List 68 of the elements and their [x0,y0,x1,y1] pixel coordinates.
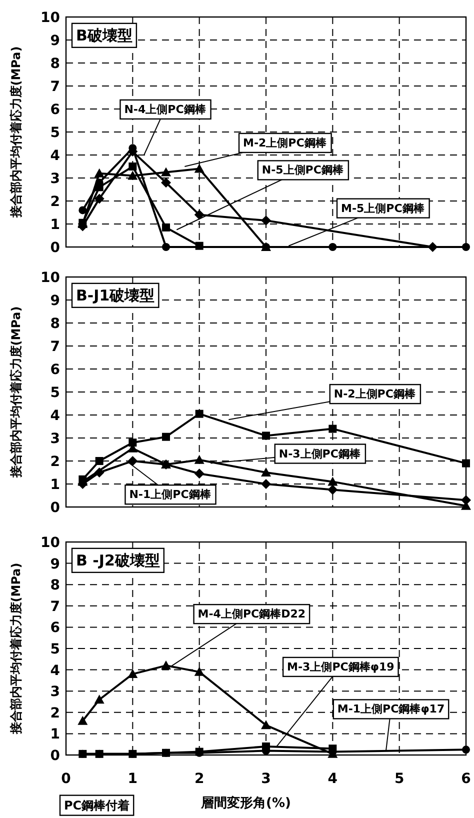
x-tick-label: 5 [394,771,404,787]
y-tick-label: 8 [50,578,60,594]
y-tick-label: 6 [50,362,60,378]
y-tick-label: 3 [50,684,60,700]
y-tick-label: 7 [50,339,60,355]
callout: N-4上側PC鋼棒 [120,99,212,120]
callout: M-4上側PC鋼棒D22 [193,604,310,624]
annotation: M-1上側PC鋼棒φ17 [337,702,445,716]
y-tick-label: 8 [50,316,60,332]
y-tick-label: 4 [50,408,60,424]
y-tick-label: 2 [50,194,60,210]
y-tick-label: 5 [50,642,60,658]
y-tick-label: 0 [50,500,60,516]
title-box: B -J2破壊型 [71,548,164,573]
y-tick-label: 2 [50,454,60,470]
callout: M-2上側PC鋼棒 [238,132,332,154]
callout: N-5上側PC鋼棒 [257,160,350,180]
x-tick-label: 6 [461,771,471,787]
y-tick-label: 1 [50,217,60,233]
y-tick-label: 5 [50,125,60,141]
callout: N-2上側PC鋼棒 [329,384,422,404]
annotation: N-4上側PC鋼棒 [124,102,207,116]
y-tick-label: 8 [50,56,60,72]
annotation: M-2上側PC鋼棒 [243,136,328,150]
y-tick-label: 9 [50,556,60,572]
annotation: N-3上側PC鋼棒 [278,447,362,460]
y-tick-label: 0 [50,240,60,256]
x-tick-label: 3 [261,771,271,787]
x-tick-label: 2 [194,771,204,787]
x-tick-label: 0 [61,771,72,787]
y-tick-label: 5 [50,385,60,401]
y-tick-label: 6 [50,620,60,636]
y-tick-label: 2 [50,705,60,722]
callout: M-5上側PC鋼棒 [336,198,430,218]
y-tick-label: 1 [50,726,60,743]
note-box: PC鋼棒付着 [59,794,134,816]
y-tick-label: 1 [50,477,60,493]
callout: N-3上側PC鋼棒 [274,444,366,464]
title-box: B破壊型 [71,22,138,48]
annotation: N-1上側PC鋼棒 [129,488,212,502]
x-tick-label: 4 [328,771,338,787]
y-tick-label: 10 [40,535,60,551]
y-tick-label: 3 [50,171,60,187]
y-tick-label: 4 [50,662,60,679]
y-tick-label: 6 [50,102,60,118]
annotation: N-5上側PC鋼棒 [262,164,344,177]
x-axis-title: 層間変形角(%) [200,795,291,811]
callout: N-1上側PC鋼棒 [124,484,216,505]
annotation: M-4上側PC鋼棒D22 [198,608,306,621]
y-tick-label: 9 [50,293,60,309]
annotation: M-5上側PC鋼棒 [341,202,426,215]
y-axis-title: 接合部内平均付着応力度(MPa) [9,562,23,736]
y-axis-title: 接合部内平均付着応力度(MPa) [9,306,23,479]
y-tick-label: 7 [50,598,60,615]
y-tick-label: 10 [40,270,60,286]
annotation: M-3上側PC鋼棒φ19 [287,660,394,674]
y-axis-title: 接合部内平均付着応力度(MPa) [9,46,23,219]
y-tick-label: 9 [50,33,60,49]
y-tick-label: 4 [50,148,60,164]
callout: M-1上側PC鋼棒φ17 [332,699,450,720]
y-tick-label: 3 [50,431,60,447]
y-tick-label: 0 [50,748,60,764]
callout: M-3上側PC鋼棒φ19 [282,656,399,678]
y-tick-label: 7 [50,79,60,95]
annotation: N-2上側PC鋼棒 [334,388,416,401]
x-tick-label: 1 [128,771,138,787]
title-box: B-J1破壊型 [71,282,160,308]
y-tick-label: 10 [40,10,60,26]
